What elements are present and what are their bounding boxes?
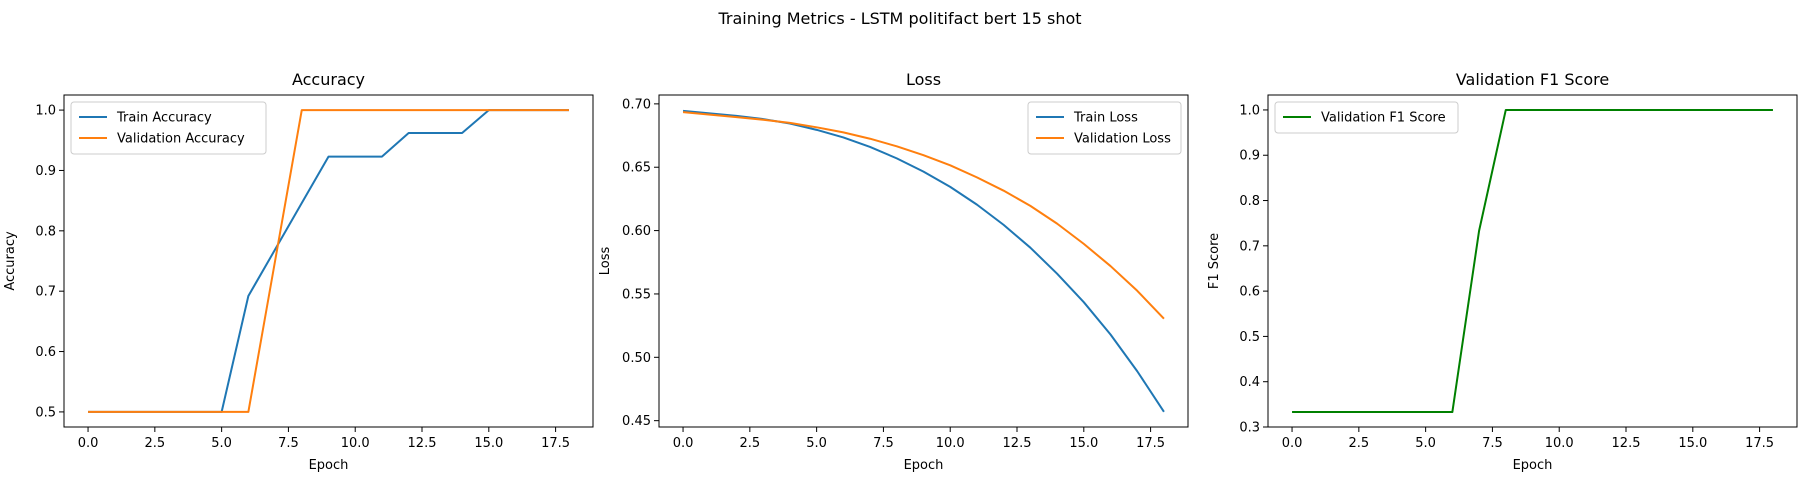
y-tick-label: 0.8: [1239, 194, 1260, 209]
x-tick-label: 10.0: [936, 436, 965, 451]
y-tick-label: 0.7: [35, 285, 56, 300]
subplot-title: Loss: [906, 70, 941, 89]
x-tick-label: 15.0: [1678, 436, 1707, 451]
legend-label: Train Loss: [1073, 111, 1138, 126]
legend-label: Train Accuracy: [116, 111, 212, 126]
series-line-1: [1292, 108, 1773, 414]
y-tick-label: 0.65: [622, 161, 651, 176]
x-tick-label: 2.5: [144, 436, 165, 451]
legend-label: Validation Loss: [1074, 132, 1171, 147]
legend-box: [1274, 101, 1459, 134]
y-axis-label: Accuracy: [3, 231, 18, 291]
axes-frame: [658, 94, 1189, 428]
y-tick-label: 0.5: [1239, 330, 1260, 345]
legend: Train Loss Validation Loss: [1027, 101, 1182, 155]
x-tick-label: 12.5: [408, 436, 437, 451]
legend: Train Accuracy Validation Accuracy: [70, 101, 267, 155]
x-tick-label: 10.0: [341, 436, 370, 451]
y-tick-label: 0.5: [35, 405, 56, 420]
x-tick-label: 5.0: [211, 436, 232, 451]
legend-box: [1027, 101, 1182, 155]
x-tick-label: 0.0: [78, 436, 99, 451]
legend: Validation F1 Score: [1274, 101, 1459, 134]
y-tick-label: 0.70: [622, 97, 651, 112]
x-tick-label: 0.0: [673, 436, 694, 451]
y-tick-label: 0.55: [622, 287, 651, 302]
figure-suptitle: Training Metrics - LSTM politifact bert …: [717, 9, 1081, 28]
axes-frame: [1267, 94, 1798, 428]
series-line-2: [88, 109, 569, 413]
subplot-1: Accuracy 0.0 2.5 5.0 7.5 10.0 12.5 15.0 17.5 0.5 0…: [3, 70, 594, 473]
y-axis-label: Loss: [598, 247, 613, 276]
x-tick-label: 7.5: [873, 436, 894, 451]
subplot-title: Validation F1 Score: [1456, 70, 1609, 89]
x-tick-label: 2.5: [1348, 436, 1369, 451]
y-tick-label: 0.9: [35, 164, 56, 179]
y-tick-label: 0.8: [35, 224, 56, 239]
y-tick-label: 0.7: [1239, 239, 1260, 254]
subplot-3: Validation F1 Score 0.0 2.5 5.0 7.5 10.0 12.5 1…: [1207, 70, 1798, 473]
legend-box: [70, 101, 267, 155]
x-tick-label: 12.5: [1003, 436, 1032, 451]
x-tick-label: 10.0: [1545, 436, 1574, 451]
y-tick-label: 0.3: [1239, 421, 1260, 436]
y-tick-label: 0.60: [622, 224, 651, 239]
x-tick-label: 12.5: [1612, 436, 1641, 451]
y-tick-label: 0.9: [1239, 149, 1260, 164]
y-tick-label: 0.45: [622, 414, 651, 429]
x-axis-label: Epoch: [309, 458, 349, 473]
y-tick-label: 0.4: [1239, 375, 1260, 390]
x-tick-label: 5.0: [806, 436, 827, 451]
y-tick-label: 1.0: [35, 104, 56, 119]
subplot-title: Accuracy: [292, 70, 365, 89]
x-tick-label: 17.5: [1136, 436, 1165, 451]
x-tick-label: 17.5: [541, 436, 570, 451]
y-tick-label: 0.50: [622, 351, 651, 366]
legend-label: Validation Accuracy: [117, 132, 245, 147]
subplot-2: Loss 0.0 2.5 5.0 7.5 10.0 12.5 15.0 17.5 0.45 0.50…: [598, 70, 1189, 473]
y-axis-label: F1 Score: [1207, 233, 1222, 289]
y-tick-label: 0.6: [35, 345, 56, 360]
y-tick-label: 1.0: [1239, 103, 1260, 118]
x-tick-label: 5.0: [1415, 436, 1436, 451]
x-tick-label: 7.5: [1482, 436, 1503, 451]
x-tick-label: 17.5: [1745, 436, 1774, 451]
x-tick-label: 15.0: [474, 436, 503, 451]
axes-frame: [63, 94, 594, 428]
x-tick-label: 15.0: [1069, 436, 1098, 451]
x-axis-label: Epoch: [1513, 458, 1553, 473]
x-tick-label: 2.5: [739, 436, 760, 451]
x-tick-label: 7.5: [278, 436, 299, 451]
y-tick-label: 0.6: [1239, 285, 1260, 300]
x-axis-label: Epoch: [904, 458, 944, 473]
series-line-2: [682, 111, 1165, 320]
x-tick-label: 0.0: [1282, 436, 1303, 451]
legend-label: Validation F1 Score: [1321, 111, 1446, 126]
